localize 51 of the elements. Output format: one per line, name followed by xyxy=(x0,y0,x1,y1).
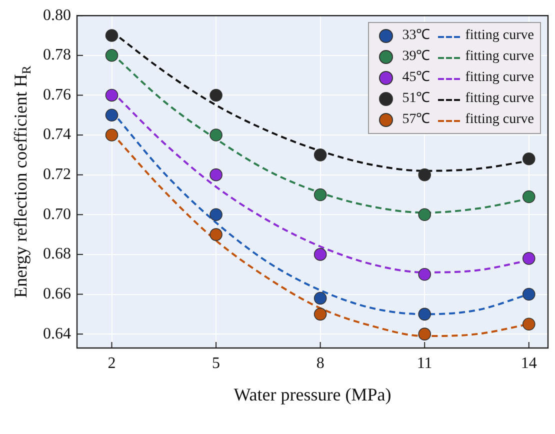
legend-label: fitting curve xyxy=(465,90,534,108)
y-axis-title: Energy reflection coefficient HR xyxy=(10,65,34,298)
x-axis-title: Water pressure (MPa) xyxy=(234,384,392,405)
x-tick-label: 8 xyxy=(316,354,324,372)
y-tick-label: 0.66 xyxy=(43,285,71,302)
point xyxy=(210,228,222,241)
point xyxy=(210,128,222,142)
point xyxy=(105,29,118,42)
y-tick-label: 0.76 xyxy=(43,86,71,104)
x-tick-label: 14 xyxy=(520,354,537,372)
point xyxy=(314,188,327,202)
legend-label: fitting curve xyxy=(465,110,534,129)
y-tick-label: 0.68 xyxy=(43,246,71,263)
legend-label: 51℃ xyxy=(402,90,430,108)
point xyxy=(418,268,431,281)
point xyxy=(522,190,536,204)
point xyxy=(105,88,118,102)
point xyxy=(314,292,327,305)
y-tick-label: 0.78 xyxy=(43,46,71,64)
point xyxy=(522,152,536,166)
legend-label: fitting curve xyxy=(465,68,534,87)
legend-label: fitting curve xyxy=(465,48,534,66)
point xyxy=(522,252,536,265)
legend-label: fitting curve xyxy=(465,26,534,45)
point xyxy=(210,168,222,182)
point xyxy=(314,148,327,162)
point xyxy=(418,308,431,321)
y-tick-label: 0.80 xyxy=(43,6,71,24)
x-tick-label: 2 xyxy=(108,354,116,372)
y-tick-label: 0.64 xyxy=(43,325,71,342)
x-tick-label: 5 xyxy=(212,354,220,372)
legend-label: 45℃ xyxy=(402,68,430,87)
point xyxy=(314,248,327,261)
y-tick-label: 0.72 xyxy=(43,166,71,184)
point xyxy=(105,108,118,122)
point xyxy=(522,288,536,301)
legend-label: 57℃ xyxy=(402,110,430,129)
point xyxy=(314,308,327,321)
x-tick-label: 11 xyxy=(416,354,432,372)
point xyxy=(522,318,536,331)
y-tick-label: 0.74 xyxy=(43,126,71,144)
point xyxy=(210,208,222,222)
point xyxy=(105,49,118,62)
point xyxy=(105,128,118,142)
legend-label: 33℃ xyxy=(402,26,430,45)
point xyxy=(418,168,431,182)
point xyxy=(418,328,431,340)
point xyxy=(210,88,222,102)
point xyxy=(418,208,431,222)
y-tick-label: 0.70 xyxy=(43,206,71,223)
legend-label: 39℃ xyxy=(402,48,430,66)
